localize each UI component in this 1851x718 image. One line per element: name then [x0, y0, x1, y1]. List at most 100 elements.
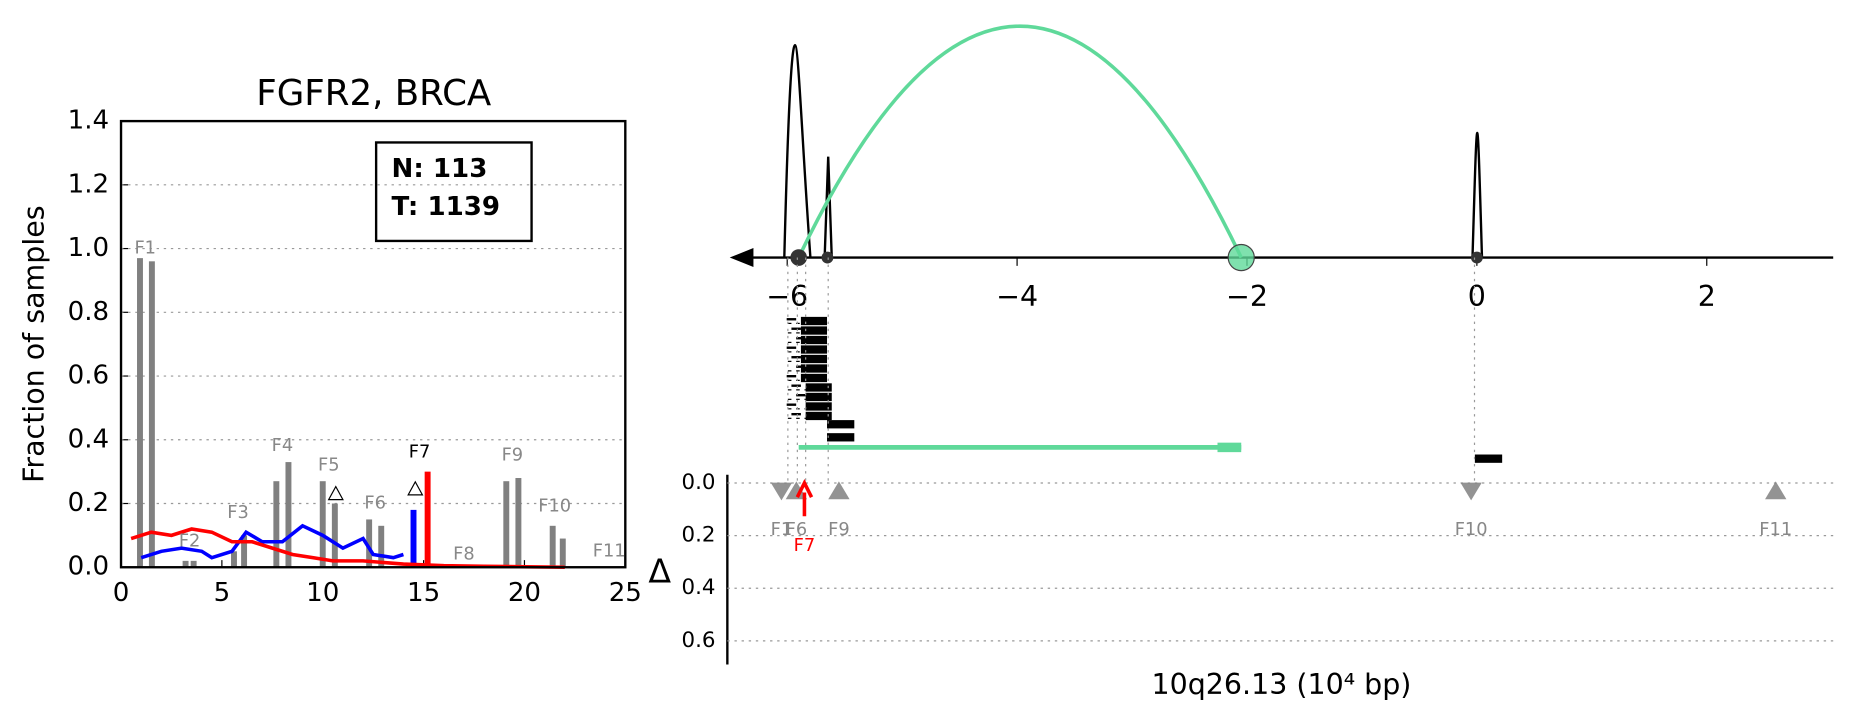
coverage-peak	[1471, 131, 1484, 258]
feature-label: F1	[134, 238, 156, 259]
bar	[503, 481, 510, 568]
read	[805, 392, 832, 402]
delta-marker	[407, 480, 424, 496]
read	[796, 360, 800, 362]
feature-label: F11	[1759, 519, 1792, 540]
highlight-label: F7	[794, 535, 816, 556]
delta-marker	[828, 481, 850, 500]
read	[787, 341, 792, 343]
y-tick-label: 1.2	[68, 169, 109, 199]
x-tick-label: 0	[1468, 280, 1486, 313]
read	[804, 398, 809, 400]
bar	[273, 481, 280, 568]
read	[796, 394, 806, 397]
bar	[515, 478, 522, 568]
read	[787, 370, 792, 372]
y-tick-label: 0.2	[682, 523, 716, 548]
x-tick-label: −6	[766, 280, 808, 313]
x-tick-label: 2	[1698, 280, 1716, 313]
feature-label: F7	[409, 442, 431, 463]
read	[804, 332, 809, 334]
y-tick-label: 0.6	[68, 361, 109, 391]
y-tick-label: 0.6	[682, 628, 716, 653]
read	[786, 375, 797, 378]
x-tick-label: 10	[306, 578, 339, 608]
read	[805, 383, 832, 392]
junction-end	[1227, 243, 1255, 272]
bar	[148, 261, 155, 568]
read	[796, 370, 800, 372]
line	[130, 527, 565, 570]
read	[800, 316, 828, 326]
left-chart: 0.0 0.2 0.4 0.6 0.8 1.0 1.2 1.4 0 5 10 15 20 25 F1 F2 F3…	[68, 106, 642, 608]
read	[787, 351, 792, 353]
feature-label: F10	[1455, 519, 1488, 540]
feature-label: F3	[227, 502, 249, 523]
bar	[378, 525, 385, 568]
feature-label: F8	[453, 543, 475, 564]
bar	[182, 560, 189, 568]
read	[796, 332, 800, 334]
read	[787, 389, 792, 391]
plot-frame	[119, 119, 627, 569]
read	[787, 332, 792, 334]
read	[827, 420, 855, 429]
feature-label: F11	[593, 540, 626, 561]
bar	[319, 481, 326, 568]
read	[800, 354, 828, 364]
read	[787, 398, 792, 400]
bar	[424, 471, 431, 568]
coverage-peak	[783, 43, 812, 258]
x-tick-label: 25	[609, 578, 642, 608]
y-tick-label: 0.0	[682, 470, 716, 495]
coverage-peak	[823, 156, 833, 258]
read	[804, 360, 809, 362]
reads	[786, 316, 1503, 463]
y-tick-label: 0.4	[682, 575, 716, 600]
x-tick-label: 0	[113, 578, 130, 608]
read	[827, 433, 855, 442]
bar	[241, 535, 248, 568]
bar	[366, 519, 373, 568]
y-axis-label: Fraction of samples	[18, 205, 51, 483]
read	[804, 379, 809, 381]
read	[787, 360, 792, 362]
feature-label: F2	[179, 531, 201, 552]
delta-marker	[327, 485, 344, 501]
read	[800, 326, 828, 335]
read	[786, 403, 797, 406]
read	[804, 370, 809, 372]
read	[786, 346, 797, 349]
read	[805, 402, 832, 411]
line	[140, 523, 404, 560]
read	[791, 327, 801, 330]
feature-label: F1	[771, 519, 793, 540]
read	[796, 417, 800, 419]
annotation: T: 1139	[392, 192, 501, 222]
site-dot	[1470, 251, 1483, 264]
x-axis-label: 10q26.13 (10⁴ bp)	[1152, 668, 1412, 701]
bar	[410, 509, 417, 568]
delta-marker	[1765, 481, 1787, 500]
y-tick-label: 0.8	[68, 297, 109, 327]
read	[786, 318, 797, 321]
feature-label: F5	[318, 454, 340, 475]
x-tick-label: 5	[214, 578, 231, 608]
bar	[559, 538, 566, 568]
feature-label: F9	[828, 519, 850, 540]
read	[791, 356, 801, 359]
highlight-arrow	[795, 479, 814, 517]
read	[804, 417, 809, 419]
site-dot	[821, 251, 834, 264]
axis-arrow	[729, 248, 754, 268]
bar	[231, 551, 237, 568]
x-tick-label: −2	[1226, 280, 1268, 313]
y-axis-label: Δ	[648, 552, 671, 591]
read	[804, 322, 809, 324]
site-dot	[790, 249, 807, 266]
read	[800, 345, 828, 354]
bar	[137, 258, 143, 568]
